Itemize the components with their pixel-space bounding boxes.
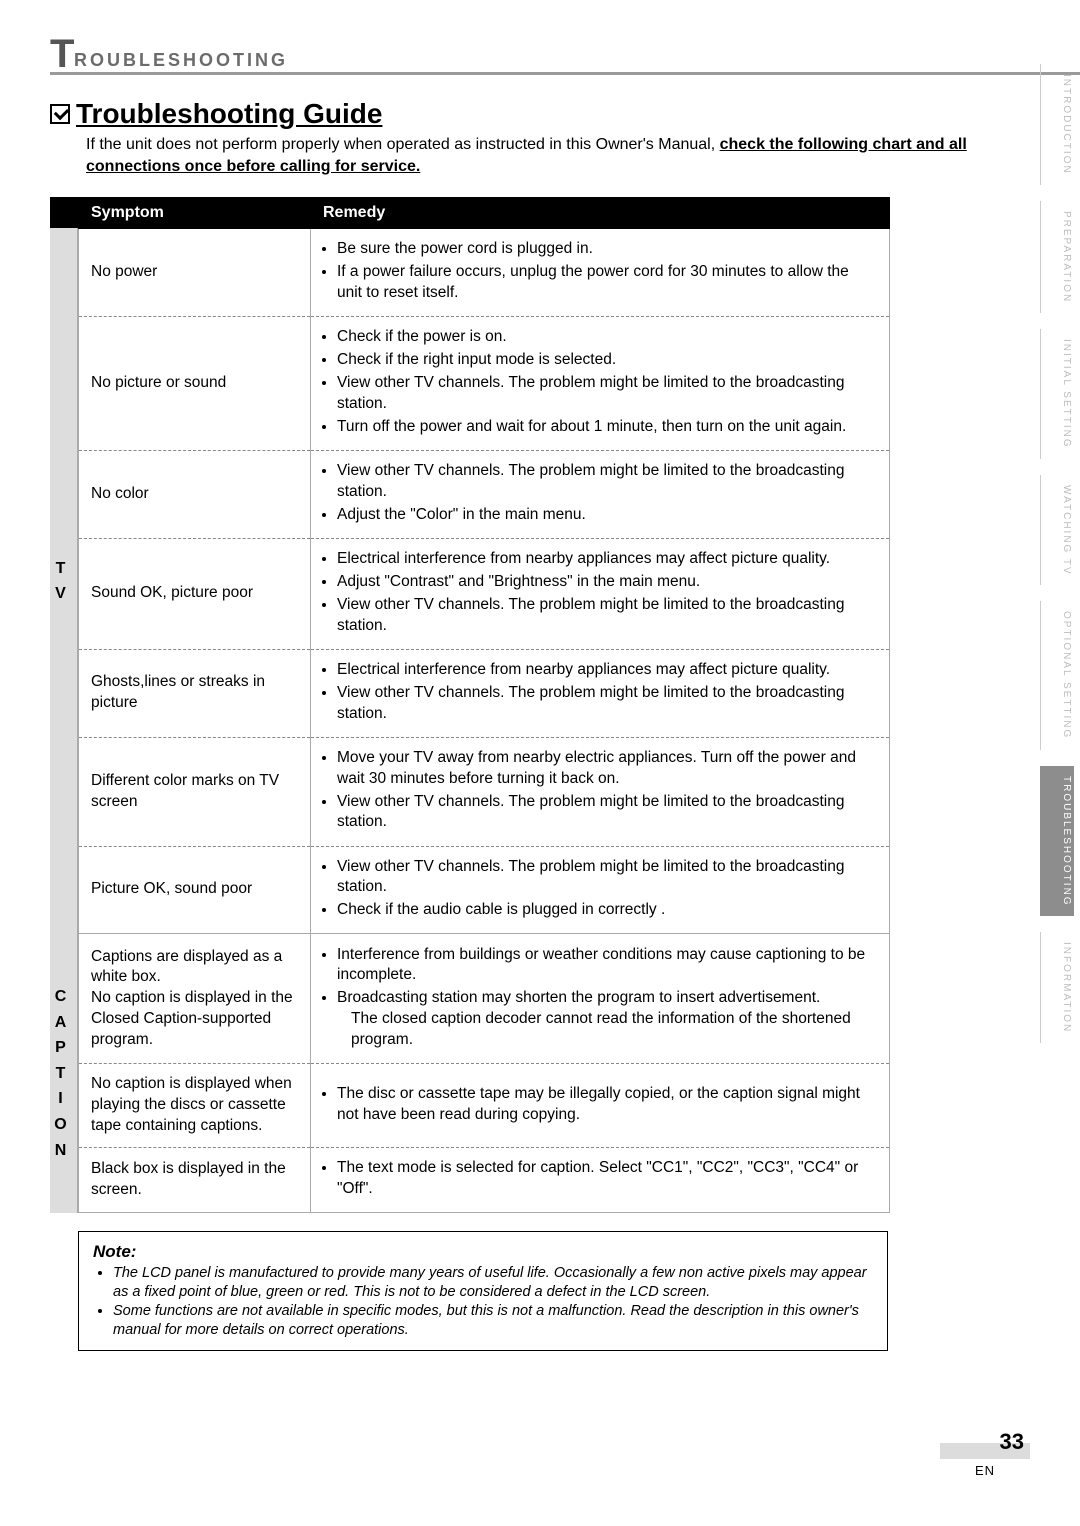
remedy-item: Check if the power is on.: [337, 327, 877, 348]
page-num-bar: 33: [940, 1443, 1030, 1459]
section-tab[interactable]: INITIAL SETTING: [1040, 329, 1074, 459]
remedy-item: Turn off the power and wait for about 1 …: [337, 417, 877, 438]
remedy-item: View other TV channels. The problem migh…: [337, 373, 877, 415]
section-header-first: T: [50, 32, 74, 77]
note-title: Note:: [93, 1242, 873, 1262]
intro-prefix: If the unit does not perform properly wh…: [86, 136, 720, 153]
note-item: Some functions are not available in spec…: [113, 1302, 873, 1340]
remedy-cell: The text mode is selected for caption. S…: [311, 1148, 890, 1213]
table-row: Ghosts,lines or streaks in picture Electr…: [79, 649, 890, 737]
section-tab[interactable]: OPTIONAL SETTING: [1040, 601, 1074, 749]
section-tab[interactable]: INTRODUCTION: [1040, 64, 1074, 185]
table-row: Captions are displayed as a white box. N…: [79, 934, 890, 1064]
remedy-cell: View other TV channels. The problem migh…: [311, 846, 890, 934]
table-row: Sound OK, picture poor Electrical interfe…: [79, 538, 890, 649]
remedy-item: View other TV channels. The problem migh…: [337, 683, 877, 725]
remedy-item: Electrical interference from nearby appl…: [337, 660, 877, 681]
remedy-cell: The disc or cassette tape may be illegal…: [311, 1064, 890, 1148]
remedy-cell: Electrical interference from nearby appl…: [311, 538, 890, 649]
table-row: No powerBe sure the power cord is plugge…: [79, 229, 890, 317]
remedy-cell: Electrical interference from nearby appl…: [311, 649, 890, 737]
guide-title: Troubleshooting Guide: [76, 98, 382, 130]
category-tv-label: T V: [55, 556, 72, 607]
table-row: Black box is displayed in the screen. The…: [79, 1148, 890, 1213]
remedy-cell: Check if the power is on.Check if the ri…: [311, 317, 890, 451]
remedy-cell: Move your TV away from nearby electric a…: [311, 737, 890, 846]
remedy-item: If a power failure occurs, unplug the po…: [337, 262, 877, 304]
guide-title-row: Troubleshooting Guide: [50, 98, 980, 130]
remedy-item: Check if the right input mode is selecte…: [337, 350, 877, 371]
category-tv: T V: [50, 228, 78, 934]
th-remedy: Remedy: [311, 198, 890, 229]
table-row: Picture OK, sound poor View other TV chan…: [79, 846, 890, 934]
remedy-item: The disc or cassette tape may be illegal…: [337, 1084, 877, 1126]
section-header: T ROUBLESHOOTING: [50, 40, 980, 80]
remedy-item: View other TV channels. The problem migh…: [337, 595, 877, 637]
section-tab[interactable]: PREPARATION: [1040, 201, 1074, 313]
remedy-item: Move your TV away from nearby electric a…: [337, 748, 877, 790]
page-number: 33: [1000, 1429, 1024, 1455]
header-rule: [50, 72, 1080, 75]
section-tab[interactable]: WATCHING TV: [1040, 475, 1074, 586]
remedy-item: Adjust "Contrast" and "Brightness" in th…: [337, 572, 877, 593]
remedy-cell: Interference from buildings or weather c…: [311, 934, 890, 1064]
troubleshooting-table-wrap: T V C A P T I O N Symptom Remedy No power…: [50, 197, 980, 1213]
symptom-cell: Sound OK, picture poor: [79, 538, 311, 649]
table-row: No picture or soundCheck if the power is…: [79, 317, 890, 451]
remedy-cell: View other TV channels. The problem migh…: [311, 450, 890, 538]
remedy-item: The text mode is selected for caption. S…: [337, 1158, 877, 1200]
note-box: Note: The LCD panel is manufactured to p…: [78, 1231, 888, 1350]
page-footer: 33 EN: [940, 1449, 1030, 1478]
remedy-item: View other TV channels. The problem migh…: [337, 792, 877, 834]
troubleshooting-table: Symptom Remedy No powerBe sure the power…: [78, 197, 890, 1213]
remedy-item: View other TV channels. The problem migh…: [337, 857, 877, 899]
symptom-cell: No color: [79, 450, 311, 538]
table-row: No color View other TV channels. The prob…: [79, 450, 890, 538]
symptom-cell: Picture OK, sound poor: [79, 846, 311, 934]
symptom-cell: Ghosts,lines or streaks in picture: [79, 649, 311, 737]
table-row: Different color marks on TV screen Move y…: [79, 737, 890, 846]
table-row: No caption is displayed when playing the…: [79, 1064, 890, 1148]
th-symptom: Symptom: [79, 198, 311, 229]
note-list: The LCD panel is manufactured to provide…: [93, 1264, 873, 1339]
section-header-rest: ROUBLESHOOTING: [74, 50, 288, 71]
remedy-item: Adjust the "Color" in the main menu.: [337, 505, 877, 526]
symptom-cell: Different color marks on TV screen: [79, 737, 311, 846]
remedy-item: Check if the audio cable is plugged in c…: [337, 900, 877, 921]
side-tabs: INTRODUCTION PREPARATION INITIAL SETTING WA…: [1040, 64, 1074, 1043]
category-caption: C A P T I O N: [50, 934, 78, 1213]
remedy-item: View other TV channels. The problem migh…: [337, 461, 877, 503]
symptom-cell: No caption is displayed when playing the…: [79, 1064, 311, 1148]
symptom-cell: No power: [79, 229, 311, 317]
page-lang: EN: [940, 1463, 1030, 1478]
section-tab[interactable]: INFORMATION: [1040, 932, 1074, 1043]
guide-intro: If the unit does not perform properly wh…: [86, 134, 980, 177]
symptom-cell: No picture or sound: [79, 317, 311, 451]
remedy-item: Be sure the power cord is plugged in.: [337, 239, 877, 260]
category-caption-label: C A P T I O N: [54, 984, 72, 1163]
checkbox-icon: [50, 104, 70, 124]
section-tab[interactable]: TROUBLESHOOTING: [1040, 766, 1074, 917]
remedy-item: Electrical interference from nearby appl…: [337, 549, 877, 570]
remedy-cell: Be sure the power cord is plugged in.If …: [311, 229, 890, 317]
note-item: The LCD panel is manufactured to provide…: [113, 1264, 873, 1302]
symptom-cell: Black box is displayed in the screen.: [79, 1148, 311, 1213]
symptom-cell: Captions are displayed as a white box. N…: [79, 934, 311, 1064]
